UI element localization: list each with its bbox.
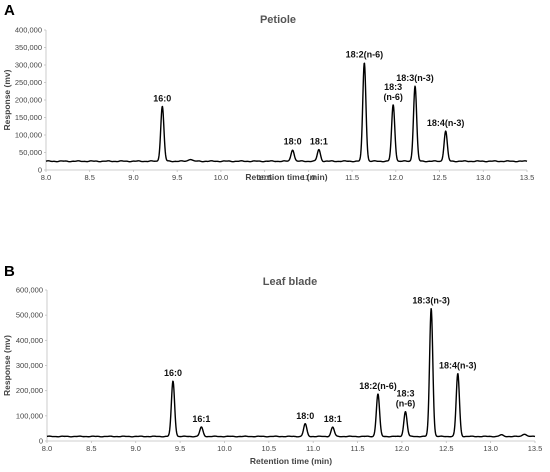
panel-letter: B <box>4 263 15 280</box>
x-tick-label: 9.5 <box>172 173 182 182</box>
y-tick-label: 400,000 <box>15 26 42 35</box>
panel-letter: A <box>4 2 15 19</box>
peak-label-18-2-n-6: 18:2(n-6) <box>346 50 384 60</box>
peak-label-18-4-n-3: 18:4(n-3) <box>427 118 465 128</box>
x-tick-label: 8.5 <box>85 173 95 182</box>
peak-label-18-0: 18:0 <box>284 137 302 147</box>
chart-title: Leaf blade <box>263 276 317 288</box>
y-axis-title: Response (mv) <box>2 69 12 130</box>
panel-a: A Petiole 0 50,000 100,000 150,000 200,000 250,… <box>2 2 534 182</box>
x-tick-label: 12.0 <box>389 173 404 182</box>
peak-label-18-3-n-3: 18:3(n-3) <box>412 295 450 305</box>
x-tick-label: 11.0 <box>306 444 320 453</box>
y-tick-label: 200,000 <box>16 386 43 395</box>
panel-b: B Leaf blade 0 100,000 200,000 300,000 400,000… <box>2 263 542 466</box>
x-axis-title: Retention time (min) <box>250 456 332 466</box>
x-axis-title: Retention time (min) <box>245 172 327 182</box>
x-tick-label: 10.5 <box>262 444 277 453</box>
y-tick-label: 100,000 <box>16 411 43 420</box>
y-tick-label: 100,000 <box>15 131 42 140</box>
x-tick-label: 9.0 <box>131 444 141 453</box>
x-tick-label: 12.5 <box>439 444 454 453</box>
y-tick-label: 600,000 <box>16 286 43 295</box>
x-tick-label: 13.5 <box>520 173 535 182</box>
y-tick-label: 150,000 <box>15 113 42 122</box>
y-axis-title: Response (mv) <box>2 335 12 396</box>
x-tick-label: 12.5 <box>432 173 447 182</box>
x-tick-label: 13.0 <box>476 173 491 182</box>
peak-label-16-0: 16:0 <box>153 93 171 103</box>
x-tick-label: 11.5 <box>351 444 365 453</box>
x-tick-label: 10.0 <box>217 444 232 453</box>
peak-label-18-0: 18:0 <box>296 411 314 421</box>
peak-label-18-3-n-6: 18:3 (n-6) <box>383 82 403 102</box>
y-tick-label: 350,000 <box>15 43 42 52</box>
y-tick-label: 0 <box>39 437 43 446</box>
peak-label-18-1: 18:1 <box>310 137 328 147</box>
y-tick-label: 300,000 <box>15 61 42 70</box>
x-tick-label: 8.0 <box>41 173 51 182</box>
chromatogram-trace <box>46 307 536 438</box>
x-tick-label: 8.5 <box>86 444 96 453</box>
x-tick-label: 11.5 <box>345 173 359 182</box>
peak-label-16-0: 16:0 <box>164 368 182 378</box>
x-tick-label: 12.0 <box>395 444 410 453</box>
y-tick-label: 200,000 <box>15 96 42 105</box>
x-tick-label: 10.5 <box>257 173 272 182</box>
y-tick-label: 0 <box>38 166 42 175</box>
y-tick-label: 300,000 <box>16 361 43 370</box>
peak-label-18-3-n-6: 18:3 (n-6) <box>396 389 416 409</box>
peak-label-18-3-n-3: 18:3(n-3) <box>396 73 434 83</box>
x-tick-label: 8.0 <box>42 444 52 453</box>
y-tick-label: 400,000 <box>16 336 43 345</box>
x-tick-label: 13.5 <box>528 444 543 453</box>
peak-label-18-1: 18:1 <box>324 414 342 424</box>
x-tick-label: 9.5 <box>175 444 185 453</box>
y-tick-label: 500,000 <box>16 311 43 320</box>
chart-title: Petiole <box>260 14 296 26</box>
peak-label-18-2-n-6: 18:2(n-6) <box>359 381 397 391</box>
x-tick-label: 10.0 <box>214 173 229 182</box>
peak-label-18-4-n-3: 18:4(n-3) <box>439 361 477 371</box>
x-tick-label: 13.0 <box>483 444 498 453</box>
peak-label-16-1: 16:1 <box>192 414 210 424</box>
chromatogram-trace <box>45 62 528 163</box>
x-tick-label: 11.0 <box>301 173 315 182</box>
x-tick-label: 9.0 <box>128 173 138 182</box>
y-tick-label: 50,000 <box>19 148 42 157</box>
y-tick-label: 250,000 <box>15 78 42 87</box>
